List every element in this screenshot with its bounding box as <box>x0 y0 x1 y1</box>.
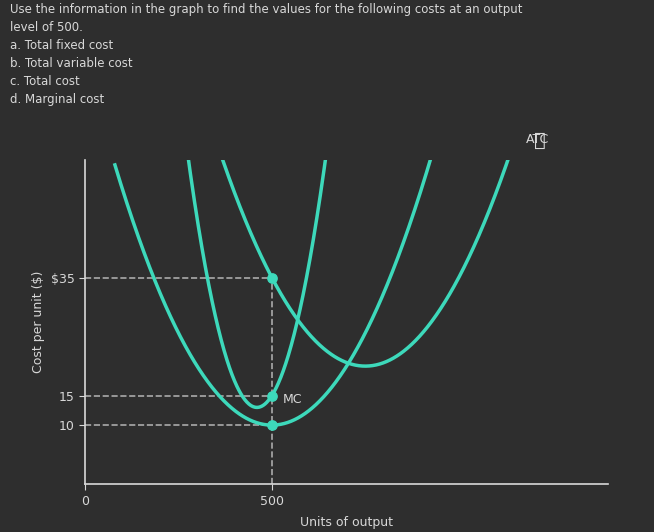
X-axis label: Units of output: Units of output <box>300 516 393 529</box>
Point <box>267 273 277 282</box>
Text: Use the information in the graph to find the values for the following costs at a: Use the information in the graph to find… <box>10 3 523 106</box>
Text: ⎕: ⎕ <box>534 131 546 149</box>
Text: MC: MC <box>283 393 302 405</box>
Y-axis label: Cost per unit ($): Cost per unit ($) <box>32 271 45 373</box>
Point <box>267 421 277 429</box>
Text: ATC: ATC <box>526 133 549 146</box>
Point <box>267 392 277 400</box>
